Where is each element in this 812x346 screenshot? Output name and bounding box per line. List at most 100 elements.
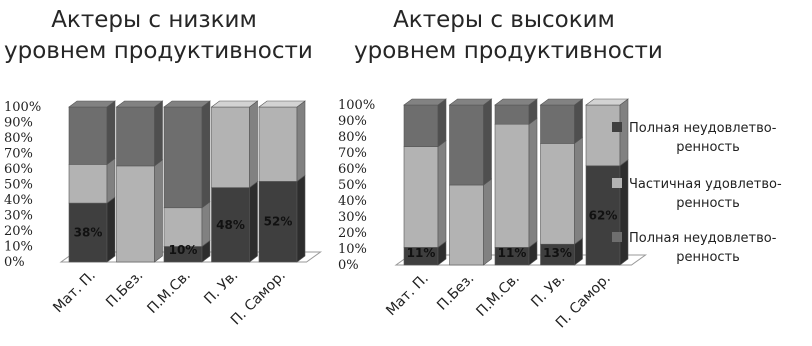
- category-label: Мат. П.: [383, 271, 432, 320]
- bar-segment: [163, 106, 203, 209]
- chart-1-title: Актеры с низким уровнем продуктивности: [4, 5, 313, 67]
- bar-segment-side: [619, 98, 629, 167]
- category-label: Мат. П.: [50, 268, 99, 317]
- bar-3: [494, 98, 538, 266]
- bar-top: [68, 100, 116, 108]
- y-tick-label: 0%: [4, 255, 25, 270]
- bar-segment: [116, 165, 155, 263]
- bar-1: [403, 98, 447, 266]
- legend-swatch: [612, 232, 622, 242]
- y-tick-label: 80%: [338, 130, 367, 145]
- bar-top: [539, 98, 584, 106]
- bar-segment-side: [249, 181, 258, 263]
- data-label: 11%: [407, 246, 436, 260]
- bar-segment-side: [483, 178, 492, 266]
- bar-1: [68, 100, 116, 263]
- y-tick-label: 10%: [4, 240, 33, 255]
- y-tick-label: 30%: [4, 209, 33, 224]
- legend-label: ренность: [676, 140, 740, 155]
- y-tick-label: 10%: [338, 242, 367, 257]
- bar-segment-side: [296, 174, 306, 263]
- legend-swatch: [612, 178, 622, 188]
- bar-segment-side: [106, 157, 116, 204]
- chart-2: 0%10%20%30%40%50%60%70%80%90%100% 11% Мат.…: [338, 98, 648, 332]
- bar-top: [585, 98, 629, 106]
- y-tick-label: 100%: [4, 100, 41, 115]
- category-label: П.Без.: [103, 268, 146, 311]
- legend-label: Частичная удовлетво-: [629, 177, 782, 192]
- bar-segment: [403, 146, 439, 248]
- data-label: 10%: [169, 243, 198, 257]
- bar-segment-side: [154, 159, 163, 263]
- bar-segment-side: [106, 100, 116, 165]
- bar-5: [258, 100, 306, 263]
- legend-label: ренность: [676, 250, 740, 265]
- y-tick-label: 80%: [4, 131, 33, 146]
- y-tick-label: 60%: [4, 162, 33, 177]
- bar-segment: [585, 104, 621, 167]
- y-tick-label: 70%: [338, 146, 367, 161]
- data-label: 38%: [74, 226, 103, 240]
- bar-segment-side: [574, 136, 583, 245]
- bar-segment-side: [249, 100, 258, 189]
- bar-segment: [403, 104, 439, 147]
- data-label: 62%: [589, 208, 618, 222]
- y-tick-label: 20%: [338, 226, 367, 241]
- bar-top: [115, 100, 164, 108]
- bar-4: [539, 98, 584, 266]
- y-tick-label: 40%: [4, 193, 33, 208]
- data-label: 11%: [498, 246, 527, 260]
- bar-top: [403, 98, 447, 106]
- bar-top: [163, 100, 211, 108]
- category-label: П.М.Св.: [473, 271, 522, 320]
- data-label: 52%: [264, 215, 293, 229]
- legend-item: Полная неудовлетво-ренность: [612, 231, 777, 265]
- bar-top: [494, 98, 538, 106]
- y-tick-label: 50%: [338, 178, 367, 193]
- y-tick-label: 40%: [338, 194, 367, 209]
- chart-2-title-line-1: Актеры с высоким: [393, 7, 615, 33]
- legend-label: Полная неудовлетво-: [629, 121, 777, 136]
- bar-segment: [68, 164, 108, 204]
- bar-segment-side: [106, 196, 116, 263]
- bar-segment: [494, 104, 530, 125]
- chart-2-title-line-2: уровнем продуктивности: [354, 38, 663, 64]
- category-label: П. Ув.: [528, 271, 568, 311]
- y-tick-label: 60%: [338, 162, 367, 177]
- legend-label: ренность: [676, 196, 740, 211]
- data-label: 48%: [216, 218, 245, 232]
- bar-segment: [258, 106, 298, 182]
- legend-label: Полная неудовлетво-: [629, 231, 777, 246]
- bar-segment-side: [437, 140, 447, 248]
- bar-segment: [449, 184, 484, 266]
- bar-segment-side: [619, 159, 629, 266]
- bar-segment-side: [528, 117, 538, 248]
- bar-segment: [211, 106, 250, 188]
- bar-segment: [449, 104, 484, 186]
- y-tick-label: 90%: [338, 114, 367, 129]
- bar-segment: [540, 104, 575, 144]
- bar-segment-side: [154, 100, 163, 167]
- y-tick-label: 20%: [4, 224, 33, 239]
- bar-segment: [211, 187, 250, 263]
- bar-segment-side: [574, 98, 583, 144]
- bar-top: [210, 100, 259, 108]
- y-tick-label: 50%: [4, 178, 33, 193]
- bar-segment: [258, 181, 298, 263]
- chart-1-title-line-1: Актеры с низким: [51, 7, 257, 33]
- bar-4: [210, 100, 259, 263]
- bar-top: [258, 100, 306, 108]
- bar-segment: [163, 207, 203, 247]
- y-tick-label: 0%: [338, 258, 359, 273]
- bar-top: [448, 98, 493, 106]
- category-label: П.М.Св.: [144, 268, 193, 317]
- legend: Полная неудовлетво-ренность Частичная удо…: [612, 121, 782, 265]
- bar-2: [115, 100, 164, 263]
- chart-1-title-line-2: уровнем продуктивности: [4, 38, 313, 64]
- chart-1: 0%10%20%30%40%50%60%70%80%90%100%38%Мат.…: [4, 100, 323, 329]
- category-label: П. Ув.: [201, 268, 241, 308]
- chart-2-title: Актеры с высоким уровнем продуктивности: [354, 5, 663, 67]
- y-tick-label: 30%: [338, 210, 367, 225]
- y-tick-label: 90%: [4, 116, 33, 131]
